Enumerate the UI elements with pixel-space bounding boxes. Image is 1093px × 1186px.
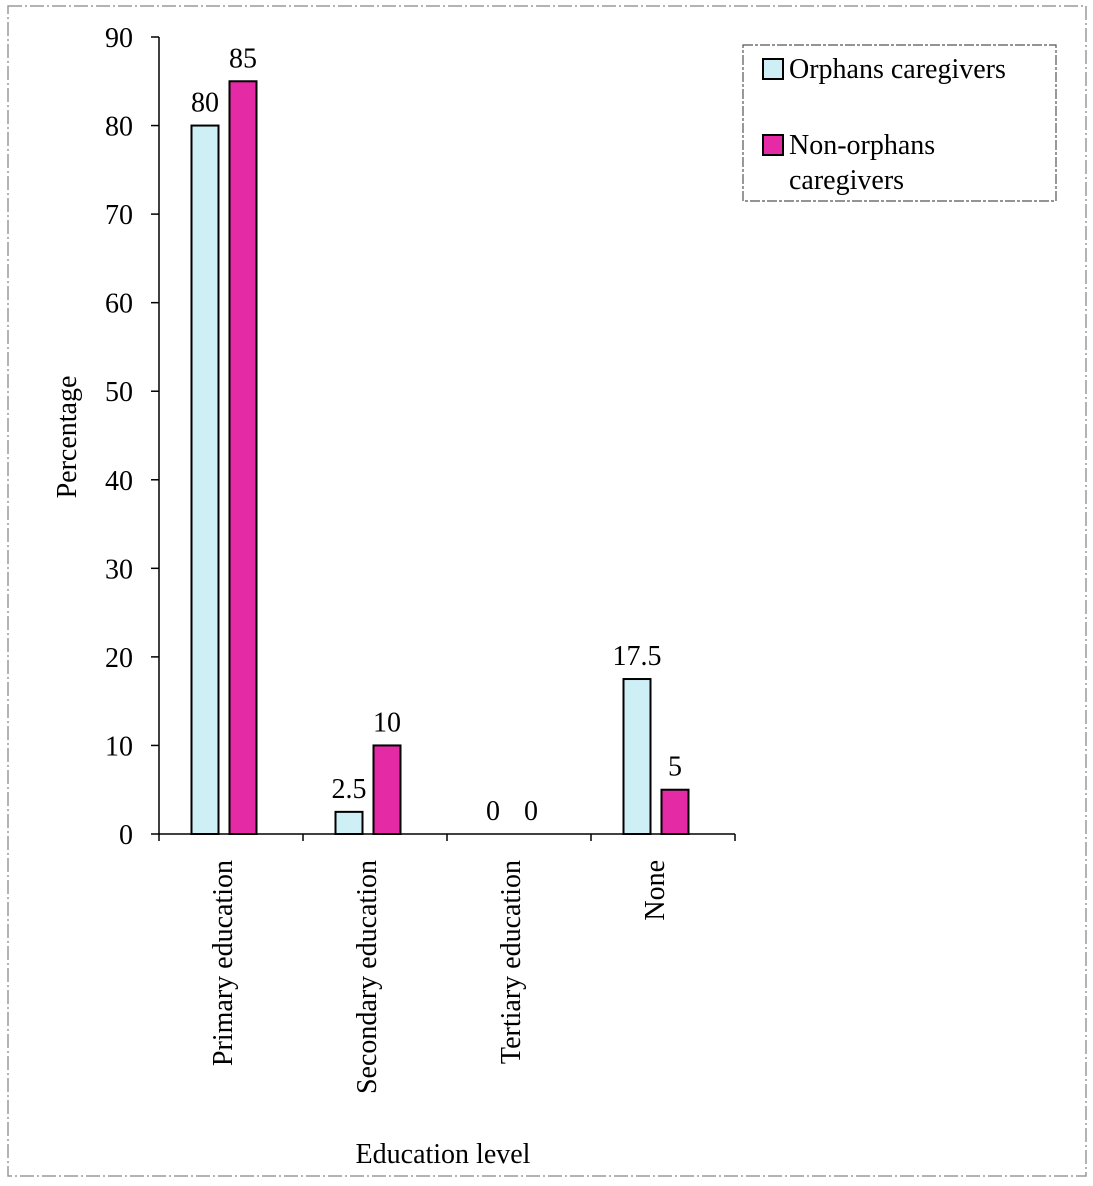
- data-label: 0: [486, 796, 500, 827]
- y-tick-label: 50: [105, 377, 133, 408]
- y-tick-label: 80: [105, 112, 133, 143]
- legend-swatch-orphans: [762, 58, 784, 80]
- bar: [334, 810, 364, 835]
- data-label: 5: [668, 752, 682, 783]
- y-tick-label: 0: [119, 820, 133, 851]
- figure-border: [7, 5, 1087, 1177]
- bar: [190, 124, 220, 836]
- data-label: 80: [191, 88, 219, 119]
- y-tick-label: 70: [105, 200, 133, 231]
- data-label: 17.5: [613, 641, 662, 672]
- y-tick-label: 30: [105, 554, 133, 585]
- legend-label-orphans: Orphans caregivers: [789, 54, 1006, 85]
- data-label: 85: [229, 43, 257, 74]
- y-tick-label: 10: [105, 731, 133, 762]
- data-label: 0: [524, 796, 538, 827]
- data-label: 2.5: [332, 774, 367, 805]
- x-tick-label: None: [640, 860, 671, 921]
- legend-label-non-orphans-line2: caregivers: [789, 165, 904, 196]
- x-tick-label: Tertiary education: [496, 860, 527, 1064]
- legend-label-non-orphans-line1: Non-orphans: [789, 130, 935, 161]
- x-tick-label: Secondary education: [352, 860, 383, 1094]
- y-tick-label: 20: [105, 643, 133, 674]
- bar: [622, 678, 652, 835]
- y-axis-title: Percentage: [52, 376, 83, 499]
- y-tick-label: 60: [105, 289, 133, 320]
- legend: Orphans caregivers Non-orphans caregiver…: [742, 44, 1057, 202]
- legend-swatch-non-orphans: [762, 134, 784, 156]
- bar: [660, 788, 690, 836]
- x-axis-title: Education level: [356, 1139, 531, 1170]
- data-label: 10: [373, 707, 401, 738]
- legend-box: [742, 44, 1057, 202]
- y-tick-label: 90: [105, 23, 133, 54]
- x-tick-label: Primary education: [208, 860, 239, 1066]
- bar: [228, 80, 258, 836]
- bar: [372, 744, 402, 836]
- y-tick-label: 40: [105, 466, 133, 497]
